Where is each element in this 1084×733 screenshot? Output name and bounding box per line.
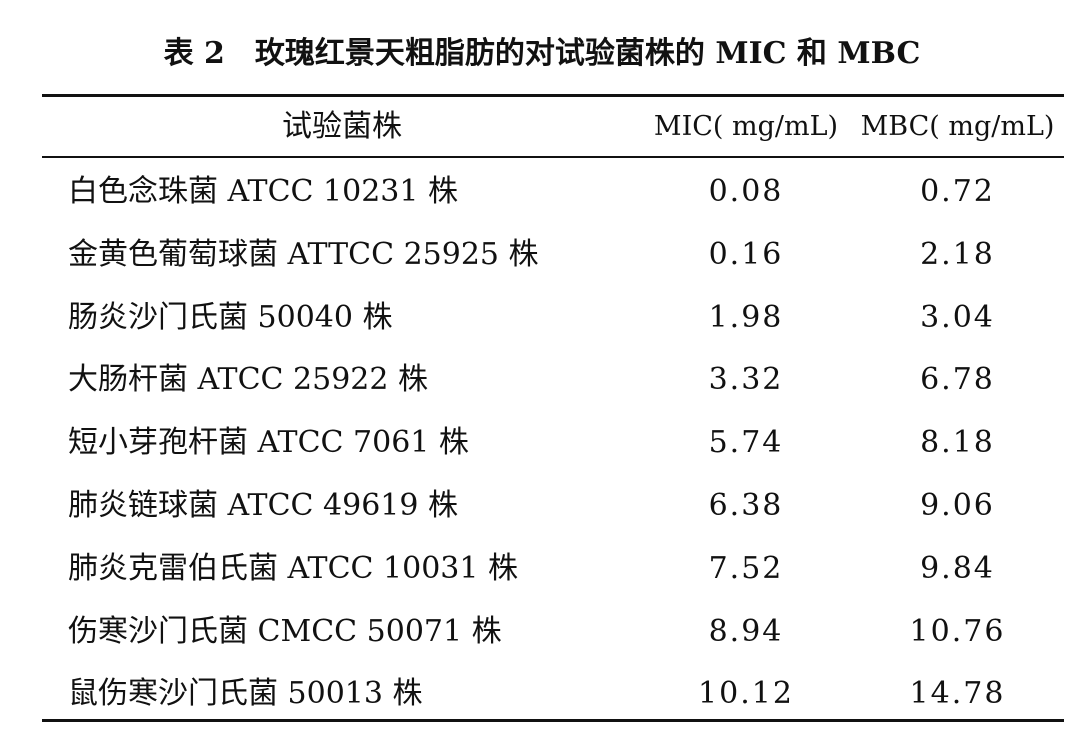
header-strain: 试验菌株 (282, 109, 402, 144)
header-rule (42, 156, 1064, 158)
bottom-rule (42, 719, 1064, 722)
table-row: 肺炎链球菌 ATCC 49619 株 6.38 9.06 (42, 475, 1064, 538)
mbc-cell: 10.76 (909, 613, 1006, 649)
header-mbc: MBC( mg/mL) (860, 111, 1055, 142)
mic-cell: 1.98 (708, 299, 784, 335)
table-row: 白色念珠菌 ATCC 10231 株 0.08 0.72 (42, 161, 1064, 224)
table-row: 肺炎克雷伯氏菌 ATCC 10031 株 7.52 9.84 (42, 538, 1064, 601)
strain-cell: 肠炎沙门氏菌 50040 株 (68, 299, 393, 335)
mbc-cell: 9.06 (920, 487, 995, 523)
mbc-cell: 9.84 (920, 550, 995, 586)
strain-cell: 大肠杆菌 ATCC 25922 株 (68, 362, 428, 398)
table-row: 大肠杆菌 ATCC 25922 株 3.32 6.78 (42, 349, 1064, 412)
mbc-cell: 8.18 (920, 425, 995, 461)
table-header: 试验菌株 MIC( mg/mL) MBC( mg/mL) (42, 98, 1064, 156)
mic-cell: 3.32 (708, 362, 784, 398)
table-row: 伤寒沙门氏菌 CMCC 50071 株 8.94 10.76 (42, 601, 1064, 664)
strain-cell: 短小芽孢杆菌 ATCC 7061 株 (68, 425, 469, 461)
mic-cell: 0.08 (708, 174, 784, 209)
table-title: 表 2 玫瑰红景天粗脂肪的对试验菌株的 MIC 和 MBC (163, 36, 921, 71)
mic-cell: 6.38 (708, 487, 784, 523)
strain-cell: 鼠伤寒沙门氏菌 50013 株 (68, 676, 423, 712)
table-row: 短小芽孢杆菌 ATCC 7061 株 5.74 8.18 (42, 412, 1064, 475)
mic-cell: 7.52 (708, 550, 784, 586)
mbc-cell: 14.78 (909, 676, 1006, 712)
table-row: 肠炎沙门氏菌 50040 株 1.98 3.04 (42, 287, 1064, 350)
mbc-cell: 2.18 (920, 236, 995, 272)
mbc-cell: 0.72 (920, 174, 995, 209)
table-row: 鼠伤寒沙门氏菌 50013 株 10.12 14.78 (42, 663, 1064, 726)
strain-cell: 白色念珠菌 ATCC 10231 株 (68, 174, 458, 209)
strain-cell: 金黄色葡萄球菌 ATTCC 25925 株 (68, 236, 539, 272)
mic-cell: 8.94 (708, 613, 784, 649)
top-rule (42, 94, 1064, 97)
strain-cell: 肺炎克雷伯氏菌 ATCC 10031 株 (68, 550, 518, 586)
mic-cell: 5.74 (708, 425, 784, 461)
mic-cell: 0.16 (708, 236, 784, 272)
mic-cell: 10.12 (698, 676, 794, 712)
strain-cell: 肺炎链球菌 ATCC 49619 株 (68, 487, 458, 523)
table-row: 金黄色葡萄球菌 ATTCC 25925 株 0.16 2.18 (42, 224, 1064, 287)
header-mic: MIC( mg/mL) (653, 111, 839, 142)
mbc-cell: 6.78 (920, 362, 995, 398)
strain-cell: 伤寒沙门氏菌 CMCC 50071 株 (68, 613, 502, 649)
table-body: 白色念珠菌 ATCC 10231 株 0.08 0.72 金黄色葡萄球菌 ATT… (42, 161, 1064, 726)
mbc-cell: 3.04 (920, 299, 995, 335)
